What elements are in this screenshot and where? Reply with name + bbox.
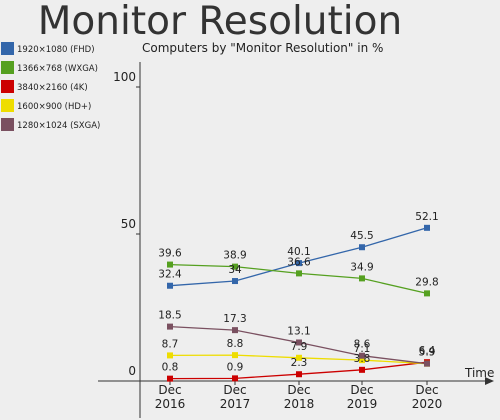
data-point: [359, 244, 365, 251]
legend: 1920×1080 (FHD) 1366×768 (WXGA) 3840×2160 …: [1, 42, 100, 131]
data-point: [359, 275, 365, 282]
data-label: 13.1: [287, 325, 310, 337]
legend-swatch: [1, 42, 14, 55]
data-label: 7.9: [291, 341, 308, 353]
data-label: 2.3: [291, 357, 308, 369]
data-point: [296, 339, 302, 346]
data-label: 5.9: [419, 347, 436, 359]
data-point: [359, 352, 365, 359]
data-point: [296, 260, 302, 267]
data-label: 8.6: [354, 339, 371, 351]
data-label: 32.4: [158, 269, 182, 281]
legend-item: 1920×1080 (FHD): [1, 42, 95, 55]
series: [167, 261, 430, 297]
data-labels: 32.4 34 40.1 45.5 52.1 39.6 38.9 36.6 34.9 29.8 0.…: [158, 211, 438, 374]
data-point: [167, 323, 173, 330]
data-label: 8.7: [162, 338, 179, 350]
legend-swatch: [1, 80, 14, 93]
data-point: [232, 375, 238, 382]
data-label: 5.9: [419, 347, 436, 359]
legend-swatch: [1, 118, 14, 131]
data-label: 38.9: [223, 250, 246, 262]
data-label: 45.5: [350, 230, 373, 242]
chart-subtitle: Computers by "Monitor Resolution" in %: [142, 41, 383, 55]
data-point: [424, 224, 430, 231]
data-point: [359, 366, 365, 373]
data-point: [296, 371, 302, 378]
data-point: [167, 261, 173, 268]
data-point: [232, 352, 238, 359]
x-tick-label: Dec 2016: [155, 383, 186, 411]
y-tick-label: 100: [113, 70, 136, 84]
y-tick-label: 0: [128, 364, 136, 378]
legend-label: 3840×2160 (4K): [17, 83, 88, 93]
legend-swatch: [1, 61, 14, 74]
data-point: [359, 357, 365, 364]
x-tick-label: Dec 2018: [284, 383, 315, 411]
data-label: 36.6: [287, 256, 311, 268]
series-line: [169, 263, 428, 295]
data-point: [296, 354, 302, 361]
data-label: 40.1: [287, 246, 310, 258]
data-label: 34.9: [350, 261, 373, 273]
x-tick-label: Dec 2020: [412, 383, 443, 411]
series: [167, 323, 430, 367]
series: [167, 224, 430, 289]
data-label: 29.8: [415, 276, 438, 288]
data-point: [232, 278, 238, 285]
data-label: 52.1: [415, 211, 438, 223]
legend-label: 1920×1080 (FHD): [17, 45, 95, 55]
data-point: [232, 327, 238, 334]
legend-label: 1366×768 (WXGA): [17, 64, 98, 74]
x-tick-label: Dec 2017: [220, 383, 251, 411]
legend-item: 1366×768 (WXGA): [1, 61, 98, 74]
legend-swatch: [1, 99, 14, 112]
data-point: [232, 263, 238, 270]
data-point: [424, 290, 430, 297]
data-point: [167, 352, 173, 359]
data-label: 6.4: [419, 345, 436, 357]
data-label: 8.8: [227, 338, 244, 350]
data-label: 3.8: [354, 353, 371, 365]
legend-item: 3840×2160 (4K): [1, 80, 88, 93]
data-label: 39.6: [158, 248, 182, 260]
data-point: [167, 375, 173, 382]
data-label: 17.3: [223, 313, 246, 325]
data-label: 18.5: [158, 310, 181, 322]
x-axis-title: Time: [464, 366, 494, 380]
x-axis-arrow: [485, 377, 494, 385]
data-point: [296, 270, 302, 277]
legend-item: 1600×900 (HD+): [1, 99, 91, 112]
y-tick-label: 50: [121, 217, 136, 231]
series-layer: [167, 224, 430, 382]
legend-label: 1600×900 (HD+): [17, 102, 91, 112]
legend-label: 1280×1024 (SXGA): [17, 121, 100, 131]
data-label: 7.1: [354, 343, 371, 355]
data-point: [167, 282, 173, 289]
chart-title: Monitor Resolution: [38, 0, 402, 44]
axes: 100 50 0 Dec 2016 Dec 2017 Dec 2018 Dec 2019 Dec 202…: [98, 62, 494, 418]
legend-item: 1280×1024 (SXGA): [1, 118, 100, 131]
x-tick-label: Dec 2019: [347, 383, 378, 411]
data-label: 0.8: [162, 362, 179, 374]
data-point: [424, 360, 430, 367]
data-label: 0.9: [227, 361, 244, 373]
data-label: 34: [228, 264, 242, 276]
